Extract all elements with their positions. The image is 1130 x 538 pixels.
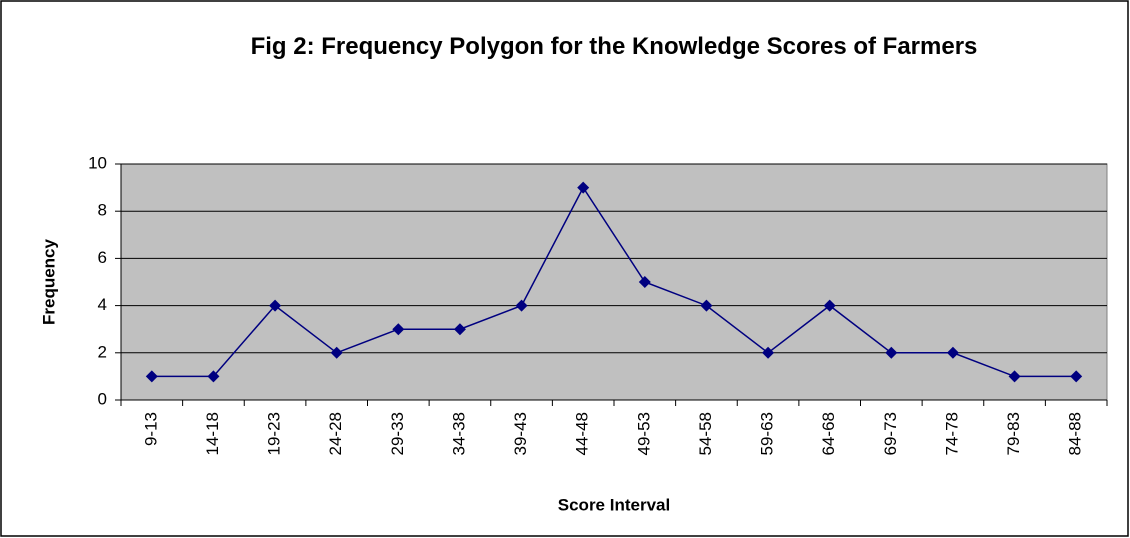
- x-tick-label: 59-63: [758, 412, 777, 455]
- x-tick-label: 44-48: [573, 412, 592, 455]
- x-tick-label: 34-38: [449, 412, 468, 455]
- marker: [207, 370, 220, 383]
- y-tick-label: 8: [98, 201, 107, 220]
- y-tick-label: 6: [98, 248, 107, 267]
- plot-area: [120, 163, 1108, 401]
- x-tick-label: 84-88: [1066, 412, 1085, 455]
- x-axis-label: Score Interval: [558, 495, 670, 514]
- line: [151, 186, 1077, 378]
- y-tick-label: 10: [88, 153, 107, 172]
- x-tick-label: 64-68: [819, 412, 838, 455]
- x-tick-label: 49-53: [634, 412, 653, 455]
- chart-title: Fig 2: Frequency Polygon for the Knowled…: [250, 33, 978, 60]
- x-tick-label: 14-18: [203, 412, 222, 455]
- marker: [515, 299, 528, 312]
- x-tick-label: 54-58: [696, 412, 715, 455]
- marker: [453, 323, 466, 336]
- marker: [762, 346, 775, 359]
- marker: [823, 299, 836, 312]
- marker: [577, 181, 590, 194]
- x-tick-label: 39-43: [511, 412, 530, 455]
- marker: [1008, 370, 1021, 383]
- x-tick-label: 29-33: [388, 412, 407, 455]
- x-tick-label: 79-83: [1004, 412, 1023, 455]
- marker: [269, 299, 282, 312]
- x-tick-label: 19-23: [265, 412, 284, 455]
- y-axis-label: Frequency: [39, 238, 58, 325]
- y-tick-label: 0: [98, 389, 107, 408]
- marker: [330, 346, 343, 359]
- x-tick-label: 9-13: [141, 412, 160, 446]
- y-tick-label: 2: [98, 342, 107, 361]
- marker: [145, 370, 158, 383]
- marker: [885, 346, 898, 359]
- x-tick-label: 74-78: [942, 412, 961, 455]
- marker: [700, 299, 713, 312]
- x-tick-label: 24-28: [326, 412, 345, 455]
- marker: [946, 346, 959, 359]
- marker: [392, 323, 405, 336]
- marker: [1070, 370, 1083, 383]
- x-tick-label: 69-73: [881, 412, 900, 455]
- y-tick-label: 4: [98, 295, 107, 314]
- marker: [638, 276, 651, 288]
